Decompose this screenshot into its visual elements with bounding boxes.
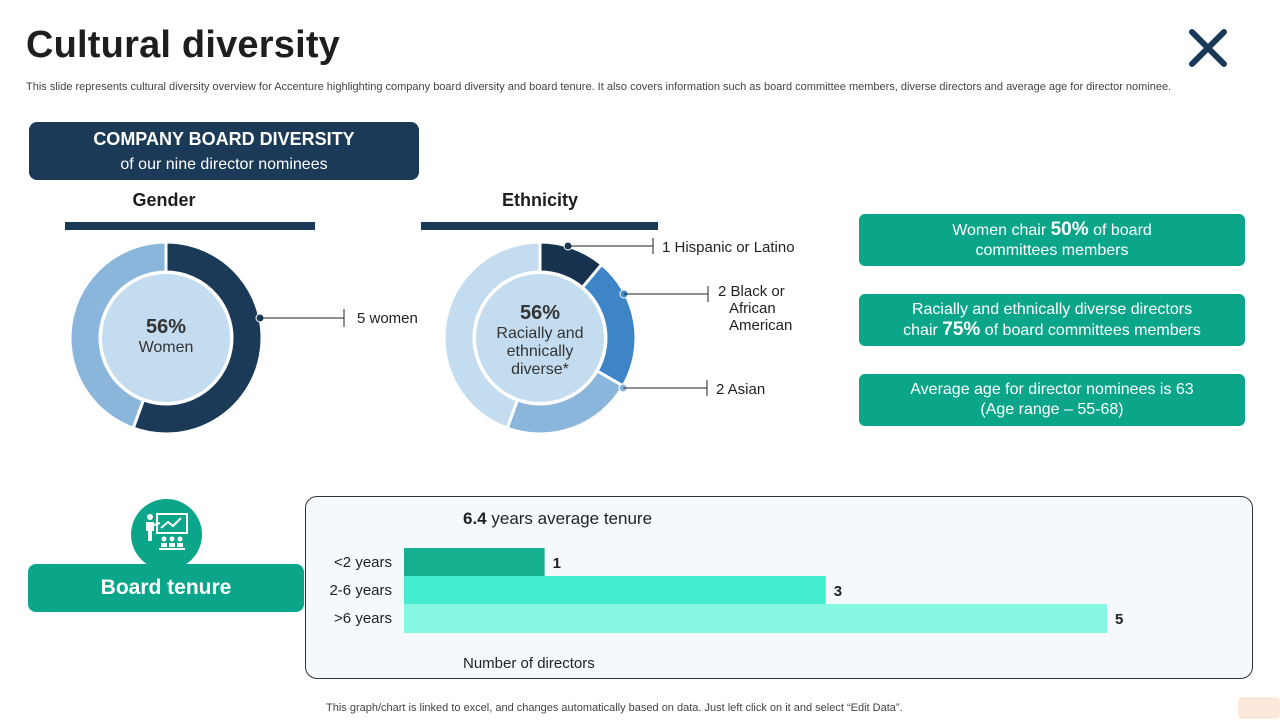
ethnicity-annotation-black-line3: American [729, 317, 793, 334]
fact-average-age-line2: (Age range – 55-68) [980, 401, 1124, 418]
board-tenure-label: Board tenure [28, 564, 304, 612]
close-x-icon[interactable] [1188, 28, 1228, 68]
gender-slice-men [68, 240, 168, 431]
fact-diverse-chair-percent: 75% [942, 318, 981, 340]
page-title: Cultural diversity [26, 24, 341, 66]
ethnicity-slice-other [442, 240, 542, 431]
fact-diverse-chair-post: of board committees members [980, 321, 1201, 339]
ethnicity-annotation-asian: 2 Asian [716, 381, 766, 398]
gender-title: Gender [132, 190, 196, 210]
fact-women-chair-line1: Women chair 50% of board [859, 218, 1245, 241]
fact-diverse-chair: Racially and ethnically diverse director… [859, 294, 1245, 346]
ethnicity-center-line1: Racially and [496, 325, 584, 342]
tenure-chart-title: 6.4 years average tenure [463, 509, 652, 529]
ethnicity-annotation-black-line1: 2 Black or [718, 283, 785, 300]
gender-annotation: 5 women [357, 310, 418, 327]
gender-center-value: 56% [145, 316, 187, 338]
ethnicity-center-line3: diverse* [511, 361, 569, 378]
tenure-bar [404, 548, 545, 577]
gender-donut-center [102, 274, 230, 402]
fact-average-age: Average age for director nominees is 63 … [859, 374, 1245, 426]
tenure-category-label: >6 years [334, 610, 392, 627]
tenure-bar [404, 604, 1107, 633]
tenure-bar-value: 1 [553, 555, 561, 572]
board-diversity-heading: COMPANY BOARD DIVERSITY [93, 129, 355, 149]
corner-tab [1238, 697, 1280, 719]
tenure-bar-chart: <2 years 1 2-6 years 3 >6 years 5 [329, 548, 1123, 633]
fact-women-chair-percent: 50% [1050, 218, 1089, 240]
fact-women-chair: Women chair 50% of board committees memb… [859, 214, 1245, 266]
gender-center-text: 56% Women [116, 316, 216, 357]
tenure-average-value: 6.4 [463, 509, 487, 528]
tenure-x-axis-label: Number of directors [463, 655, 595, 672]
fact-women-chair-pre: Women chair [952, 221, 1051, 239]
tenure-bar [404, 576, 826, 605]
ethnicity-center-text: 56% Racially and ethnically diverse* [480, 302, 600, 379]
gender-slice-women [131, 240, 264, 436]
tenure-bar-value: 5 [1115, 611, 1123, 628]
gender-donut-chart [68, 240, 264, 436]
fact-women-chair-line2: committees members [975, 241, 1129, 259]
fact-women-chair-post: of board [1088, 221, 1152, 239]
fact-diverse-chair-line1: Racially and ethnically diverse director… [911, 300, 1193, 318]
ethnicity-title-underline [421, 222, 658, 230]
tenure-bar-value: 3 [834, 583, 842, 600]
fact-diverse-chair-pre: chair [903, 321, 943, 339]
presentation-meeting-icon [131, 499, 202, 570]
ethnicity-annotation-black-line2: African [729, 300, 776, 317]
tenure-category-label: <2 years [334, 554, 392, 571]
gender-annotation-line [255, 309, 345, 327]
fact-diverse-chair-line2: chair 75% of board committees members [859, 318, 1245, 341]
page-description: This slide represents cultural diversity… [26, 81, 1172, 93]
ethnicity-center-value: 56% [519, 302, 561, 324]
ethnicity-donut-center [476, 274, 604, 402]
board-diversity-header: COMPANY BOARD DIVERSITY of our nine dire… [29, 122, 419, 180]
ethnicity-annotation-lines [563, 238, 709, 396]
ethnicity-center-line2: ethnically [506, 343, 574, 360]
board-diversity-subheading: of our nine director nominees [120, 156, 328, 173]
gender-center-label: Women [138, 339, 194, 356]
gender-donut [68, 240, 264, 436]
ethnicity-annotation-black: 2 Black or African American [718, 283, 792, 334]
tenure-category-label: 2-6 years [329, 582, 392, 599]
gender-title-underline [65, 222, 315, 230]
fact-average-age-line1: Average age for director nominees is 63 [910, 381, 1194, 398]
footer-note: This graph/chart is linked to excel, and… [326, 702, 903, 714]
ethnicity-title: Ethnicity [501, 190, 578, 210]
ethnicity-annotation-hispanic: 1 Hispanic or Latino [662, 239, 795, 256]
tenure-average-text: years average tenure [486, 509, 653, 528]
